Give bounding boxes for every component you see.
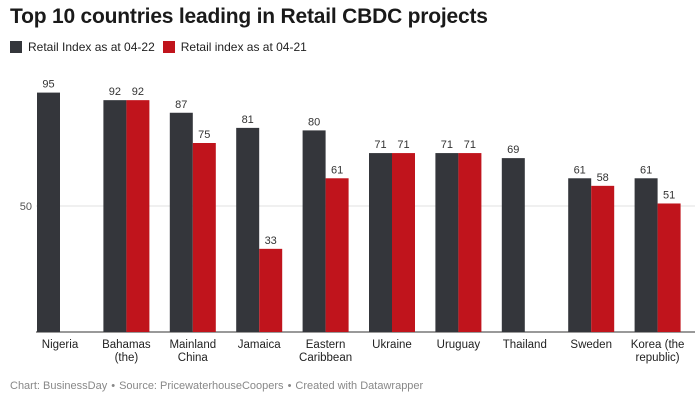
bar <box>591 185 615 332</box>
bar <box>126 100 150 332</box>
chart-title: Top 10 countries leading in Retail CBDC … <box>10 5 488 28</box>
bar <box>236 127 260 332</box>
bar <box>259 248 283 332</box>
bar-value-label: 33 <box>265 235 277 247</box>
footer-credit: Chart: BusinessDay <box>10 380 108 392</box>
x-tick-label: Caribbean <box>299 352 352 364</box>
bar <box>369 153 392 332</box>
x-tick-label: Eastern <box>306 339 346 351</box>
bar-value-label: 51 <box>663 189 675 201</box>
bar <box>103 100 127 332</box>
bar-value-label: 71 <box>397 139 409 151</box>
bar-value-label: 71 <box>441 139 453 151</box>
bar-value-label: 69 <box>507 144 519 156</box>
bar-value-label: 92 <box>132 86 144 98</box>
bar <box>657 203 681 332</box>
bar-value-label: 81 <box>242 114 254 126</box>
bar-value-label: 87 <box>175 99 187 111</box>
bar-value-label: 80 <box>308 116 320 128</box>
bar-value-label: 61 <box>331 164 343 176</box>
x-tick-label: Mainland <box>169 339 216 351</box>
bar-value-label: 61 <box>574 164 586 176</box>
footer-source: Source: PricewaterhouseCoopers <box>119 380 284 392</box>
x-tick-label: republic) <box>636 352 680 364</box>
footer-separator: • <box>287 380 292 392</box>
bar-value-label: 71 <box>464 139 476 151</box>
legend-item-series-1: Retail Index as at 04-22 <box>10 40 155 54</box>
bar <box>192 143 216 332</box>
x-tick-label: Thailand <box>503 339 547 351</box>
bar <box>458 153 482 332</box>
chart-legend: Retail Index as at 04-22 Retail index as… <box>10 40 315 54</box>
y-tick-label: 50 <box>20 201 32 213</box>
bar <box>568 178 592 332</box>
chart-footer: Chart: BusinessDay • Source: Pricewaterhou… <box>10 380 423 392</box>
bar-value-label: 61 <box>640 164 652 176</box>
bar <box>435 153 459 332</box>
bar-value-label: 92 <box>109 86 121 98</box>
bar <box>392 153 415 332</box>
x-tick-label: Sweden <box>570 339 612 351</box>
legend-swatch-series-1 <box>10 41 22 53</box>
bar <box>302 130 326 332</box>
footer-separator: • <box>111 380 116 392</box>
bar-value-label: 75 <box>198 129 210 141</box>
x-tick-label: Ukraine <box>372 339 412 351</box>
legend-item-series-2: Retail index as at 04-21 <box>162 40 307 54</box>
x-tick-label: Jamaica <box>238 339 281 351</box>
x-tick-label: Nigeria <box>42 339 79 351</box>
x-tick-label: (the) <box>115 352 139 364</box>
x-tick-label: China <box>178 352 209 364</box>
bar-value-label: 71 <box>374 139 386 151</box>
bar-value-label: 95 <box>42 79 54 91</box>
bar <box>37 92 60 332</box>
bar-value-label: 58 <box>597 172 609 184</box>
bar <box>325 178 349 332</box>
bar <box>501 158 525 332</box>
legend-label-series-2: Retail index as at 04-21 <box>180 40 307 54</box>
x-tick-label: Bahamas <box>102 339 151 351</box>
x-tick-label: Korea (the <box>631 339 685 351</box>
legend-label-series-1: Retail Index as at 04-22 <box>28 40 155 54</box>
bar <box>169 112 193 332</box>
footer-created-with: Created with Datawrapper <box>295 380 424 392</box>
x-tick-label: Uruguay <box>437 339 481 351</box>
legend-swatch-series-2 <box>162 41 175 53</box>
bar <box>634 178 658 332</box>
